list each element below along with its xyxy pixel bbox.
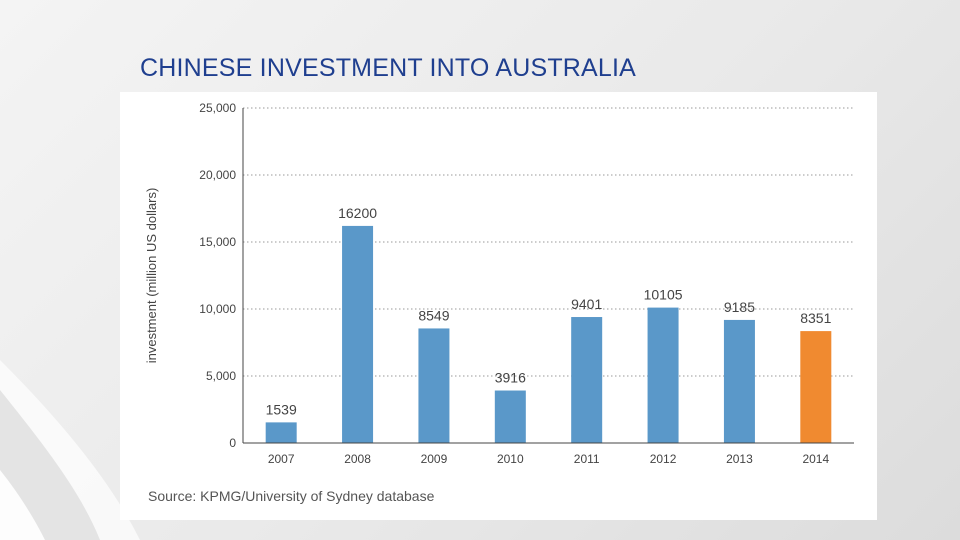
y-tick-label: 25,000 xyxy=(199,101,236,115)
x-tick-label: 2011 xyxy=(574,452,600,466)
data-label: 3916 xyxy=(495,370,526,386)
bar-2014 xyxy=(800,331,832,443)
y-axis-ticks: 0 5,000 10,000 15,000 20,000 25,000 xyxy=(199,101,236,450)
source-note: Source: KPMG/University of Sydney databa… xyxy=(148,488,435,504)
x-tick-label: 2014 xyxy=(802,452,829,466)
data-label: 10105 xyxy=(644,287,683,303)
bar-2010 xyxy=(494,390,526,443)
bar-2013 xyxy=(723,319,755,443)
x-tick-label: 2010 xyxy=(497,452,524,466)
y-tick-label: 20,000 xyxy=(199,168,236,182)
data-labels: 1539 16200 8549 3916 9401 10105 9185 8351 xyxy=(266,205,832,417)
y-tick-label: 10,000 xyxy=(199,302,236,316)
bar-2008 xyxy=(342,225,374,443)
bars xyxy=(265,225,832,443)
x-axis-ticks: 2007 2008 2009 2010 2011 2012 2013 2014 xyxy=(268,452,830,466)
y-tick-label: 15,000 xyxy=(199,235,236,249)
x-tick-label: 2012 xyxy=(650,452,677,466)
data-label: 9185 xyxy=(724,299,755,315)
y-tick-label: 5,000 xyxy=(206,369,236,383)
slide-title: CHINESE INVESTMENT INTO AUSTRALIA xyxy=(140,54,637,82)
gridlines xyxy=(243,107,854,377)
bar-2009 xyxy=(418,328,450,443)
y-tick-label: 0 xyxy=(229,436,236,450)
x-tick-label: 2013 xyxy=(726,452,753,466)
data-label: 8351 xyxy=(800,310,831,326)
data-label: 1539 xyxy=(266,401,297,417)
x-tick-label: 2008 xyxy=(344,452,371,466)
bar-2011 xyxy=(571,317,603,443)
x-tick-label: 2009 xyxy=(421,452,448,466)
chart-panel: 0 5,000 10,000 15,000 20,000 25,000 1539 16200… xyxy=(120,92,877,520)
bar-2012 xyxy=(647,307,679,443)
bar-chart: 0 5,000 10,000 15,000 20,000 25,000 1539 16200… xyxy=(144,101,854,466)
bar-2007 xyxy=(265,422,297,443)
data-label: 16200 xyxy=(338,205,377,221)
y-axis-title: investment (million US dollars) xyxy=(144,188,159,364)
data-label: 9401 xyxy=(571,296,602,312)
x-tick-label: 2007 xyxy=(268,452,295,466)
data-label: 8549 xyxy=(418,307,449,323)
